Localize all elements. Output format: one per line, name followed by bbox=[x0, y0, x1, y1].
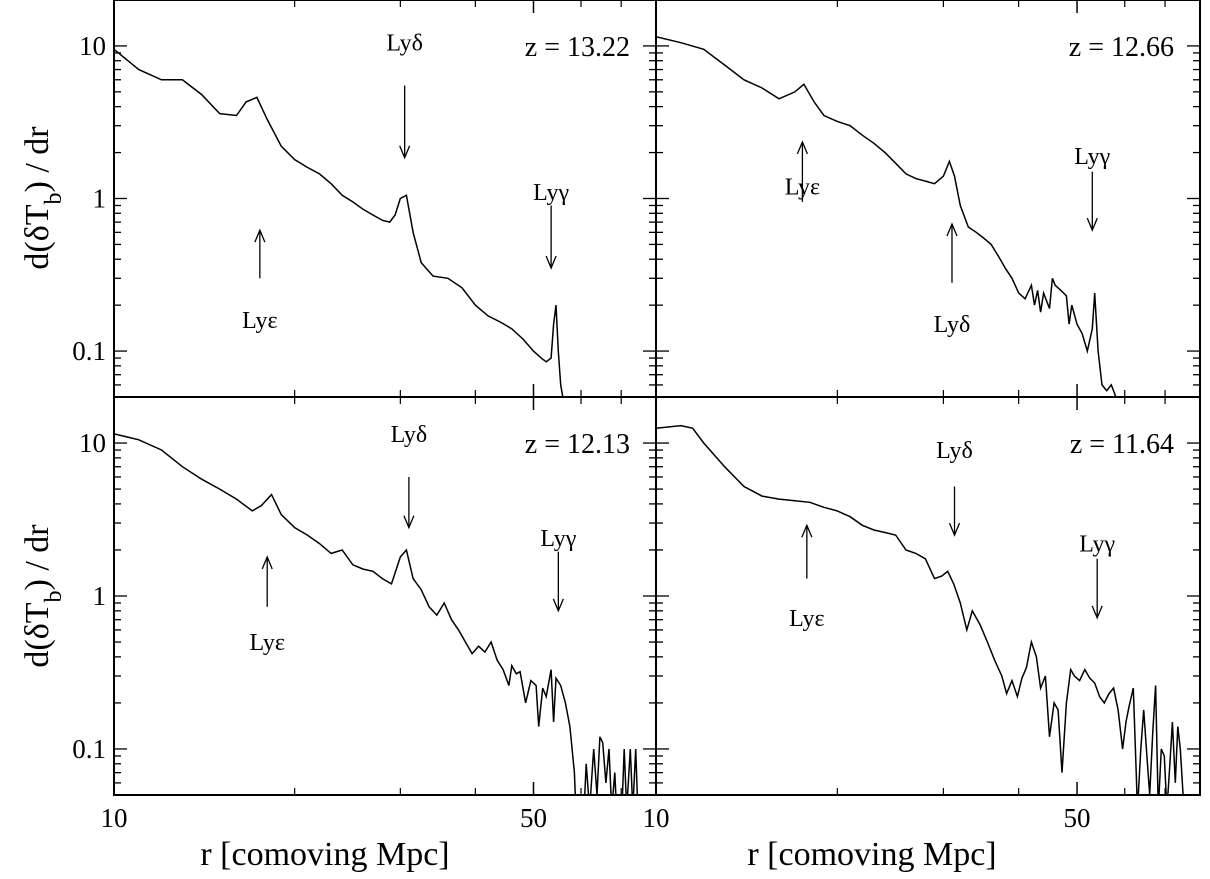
annotation-arrow-head bbox=[399, 145, 411, 160]
annotation-arrow-head bbox=[552, 598, 564, 613]
y-axis-title-bottom: d(δTb) / dr bbox=[19, 524, 67, 668]
annotation-arrow-head bbox=[254, 228, 266, 243]
redshift-label: z = 13.22 bbox=[525, 32, 630, 63]
panel-bottom-right: 10 50 z = 11.64 Lyε Lyδ Lyγ bbox=[643, 396, 1201, 833]
series-line bbox=[114, 48, 564, 397]
y-axis-title-sub: b bbox=[41, 590, 67, 602]
x-tick-label: 10 bbox=[643, 803, 670, 833]
panel-top-left: 10 1 0.1 z = 13.22 Lyε Lyδ Lyγ bbox=[72, 0, 657, 398]
y-tick-label: 0.1 bbox=[72, 336, 106, 366]
line-annotation-label: Lyγ bbox=[1079, 532, 1115, 558]
y-axis-title-sub: b bbox=[41, 192, 67, 204]
line-annotation-label: Lyδ bbox=[391, 422, 428, 448]
redshift-label: z = 12.13 bbox=[525, 429, 630, 460]
series-line bbox=[656, 35, 1118, 397]
redshift-label: z = 11.64 bbox=[1070, 429, 1174, 460]
annotation-arrow-head bbox=[261, 555, 273, 570]
y-axis-title-tail: ) / dr bbox=[19, 126, 56, 193]
annotation-arrow-head bbox=[801, 523, 813, 538]
line-annotation-label: Lyε bbox=[242, 308, 277, 334]
y-tick-label: 10 bbox=[79, 31, 106, 61]
line-annotation-label: Lyδ bbox=[386, 31, 423, 57]
y-tick-label: 1 bbox=[93, 581, 107, 611]
x-axis-title-right: r [comoving Mpc] bbox=[747, 836, 996, 873]
y-tick-label: 0.1 bbox=[72, 734, 106, 764]
series-line bbox=[114, 433, 639, 795]
y-axis-title-main: d(δT bbox=[19, 602, 56, 667]
line-annotation-label: Lyγ bbox=[540, 526, 576, 552]
y-tick-label: 1 bbox=[93, 184, 107, 214]
redshift-label: z = 12.66 bbox=[1069, 32, 1174, 63]
line-annotation-label: Lyε bbox=[789, 606, 824, 632]
x-tick-label: 10 bbox=[101, 803, 128, 833]
line-annotation-label: Lyγ bbox=[1074, 144, 1110, 170]
annotation-arrow-head bbox=[948, 522, 961, 537]
panels: 10 1 0.1 z = 13.22 Lyε Lyδ Lyγ z = 12.66 Lyε Lyδ L… bbox=[72, 0, 1201, 833]
x-axis-title-left: r [comoving Mpc] bbox=[200, 836, 449, 873]
line-annotation-label: Lyδ bbox=[934, 312, 971, 338]
annotation-arrow-head bbox=[545, 255, 557, 270]
line-annotation-label: Lyγ bbox=[533, 180, 569, 206]
annotation-arrow-head bbox=[1086, 217, 1098, 232]
annotation-arrow-head bbox=[403, 515, 415, 530]
annotation-arrow-head bbox=[946, 222, 958, 237]
y-axis-title-top: d(δTb) / dr bbox=[19, 126, 67, 270]
line-annotation-label: Lyε bbox=[249, 630, 284, 656]
y-axis-title-main: d(δT bbox=[19, 204, 56, 269]
annotation-arrow-head bbox=[1091, 605, 1103, 620]
x-tick-label: 50 bbox=[1064, 803, 1091, 833]
panel-bottom-left: 10 1 0.1 10 50 z = 12.13 Lyε Lyδ Lyγ bbox=[72, 396, 657, 833]
annotation-arrow-head bbox=[796, 140, 808, 155]
y-axis-title-tail: ) / dr bbox=[19, 524, 56, 591]
y-tick-label: 10 bbox=[79, 428, 106, 458]
line-annotation-label: Lyδ bbox=[936, 438, 973, 464]
series-line bbox=[656, 424, 1187, 795]
x-tick-label: 50 bbox=[520, 803, 547, 833]
panel-frame bbox=[655, 396, 1201, 796]
